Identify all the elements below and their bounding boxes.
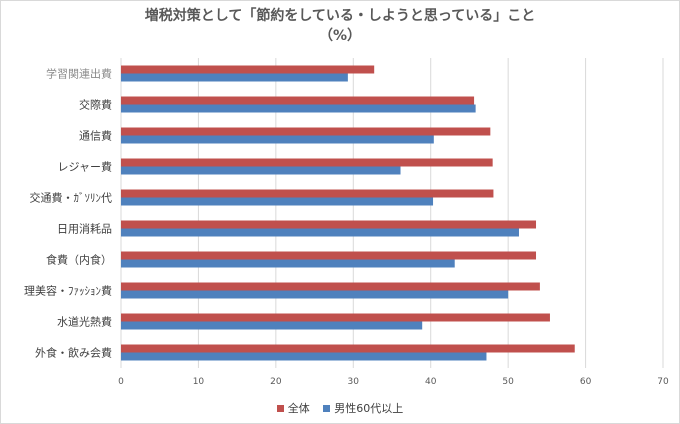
bar-total [121,220,537,229]
legend-item-male-60plus: 男性60代以上 [323,400,403,416]
x-tick-label: 60 [580,377,592,387]
bar-male-60plus [121,197,434,206]
legend-label-total: 全体 [287,402,310,415]
bar-total [121,282,540,291]
category-label: 日用消耗品 [57,222,112,236]
legend-swatch-total [276,404,284,412]
x-tick-label: 10 [193,377,205,387]
bar-total [121,96,475,105]
x-axis-ticks: 0 10 20 30 40 50 60 70 [118,377,669,387]
legend-label-male-60plus: 男性60代以上 [334,402,404,415]
bar-male-60plus [121,73,348,82]
category-label: 通信費 [79,129,112,143]
legend-item-total: 全体 [276,400,310,416]
category-label: 交通費・ｶﾞｿﾘﾝ代 [30,191,113,205]
category-label: 外食・飲み会費 [35,346,112,360]
bar-male-60plus [121,259,455,268]
bar-male-60plus [121,228,519,237]
legend-swatch-male-60plus [323,404,331,412]
category-label: 交際費 [79,98,112,112]
bar-total [121,127,491,136]
x-tick-label: 40 [425,377,437,387]
bar-total [121,158,493,167]
x-tick-label: 50 [502,377,514,387]
category-label: レジャー費 [58,160,112,174]
category-label: 食費（内食） [46,253,112,267]
bar-total [121,65,375,74]
x-tick-label: 20 [270,377,282,387]
chart-title: 増税対策として「節約をしている・しようと思っている」こと [144,8,536,24]
x-tick-label: 70 [657,377,669,387]
bar-total [121,189,494,198]
bar-total [121,344,575,353]
bar-male-60plus [121,290,509,299]
bar-male-60plus [121,352,487,361]
x-tick-label: 30 [348,377,360,387]
category-label: 学習関連出費 [46,67,112,81]
x-tick-label: 0 [118,377,124,387]
category-label: 水道光熱費 [57,315,112,329]
bar-male-60plus [121,166,401,175]
legend: 全体 男性60代以上 [1,400,679,416]
bar-total [121,313,550,322]
bars [121,65,575,361]
chart-subtitle: （%） [318,28,362,44]
bar-male-60plus [121,321,423,330]
bar-total [121,251,537,260]
bar-male-60plus [121,104,476,113]
category-label: 理美容・ﾌｧｯｼｮﾝ費 [24,284,112,298]
bar-male-60plus [121,135,434,144]
